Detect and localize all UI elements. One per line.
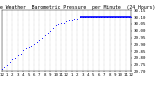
Point <box>68 19 70 21</box>
Point <box>87 17 89 18</box>
Point <box>127 17 130 18</box>
Point <box>30 45 33 46</box>
Point <box>84 17 87 18</box>
Point <box>81 17 84 18</box>
Point <box>103 17 105 18</box>
Point <box>108 17 111 18</box>
Point <box>122 17 124 18</box>
Point <box>100 17 103 18</box>
Point <box>27 46 30 48</box>
Point <box>11 58 14 60</box>
Point <box>76 18 78 19</box>
Point <box>33 44 35 45</box>
Point <box>89 17 92 18</box>
Point <box>114 17 116 18</box>
Point <box>130 17 132 18</box>
Point <box>98 17 100 18</box>
Point <box>57 23 60 25</box>
Point <box>35 41 38 42</box>
Point <box>62 22 65 23</box>
Point <box>54 25 57 26</box>
Point <box>95 17 97 18</box>
Point <box>49 30 52 31</box>
Point <box>0 68 3 69</box>
Point <box>52 27 54 29</box>
Point <box>6 64 8 65</box>
Point <box>8 61 11 63</box>
Point <box>44 34 46 35</box>
Point <box>71 19 73 21</box>
Point <box>119 17 122 18</box>
Point <box>22 49 24 50</box>
Point <box>60 22 62 23</box>
Point <box>65 21 68 22</box>
Point <box>38 39 41 41</box>
Point <box>92 17 95 18</box>
Point <box>73 18 76 19</box>
Point <box>41 37 43 38</box>
Point <box>19 53 22 54</box>
Point <box>116 17 119 18</box>
Point <box>106 17 108 18</box>
Point <box>16 54 19 56</box>
Point <box>79 17 81 18</box>
Point <box>3 67 6 68</box>
Title: Milwaukee Weather  Barometric Pressure  per Minute  (24 Hours): Milwaukee Weather Barometric Pressure pe… <box>0 5 156 10</box>
Point <box>124 17 127 18</box>
Point <box>25 48 27 49</box>
Point <box>111 17 114 18</box>
Point <box>46 33 49 34</box>
Point <box>14 57 16 58</box>
